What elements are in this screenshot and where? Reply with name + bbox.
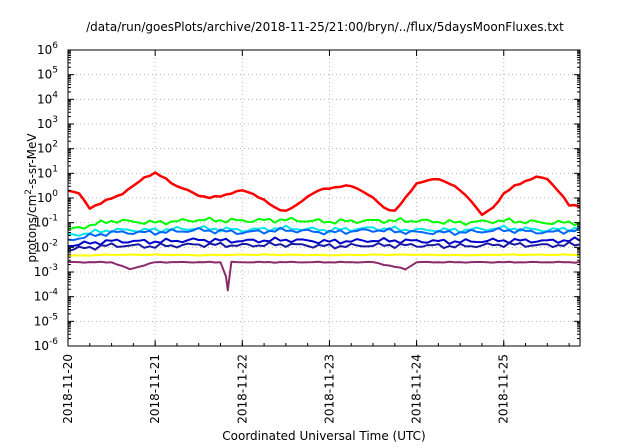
series-line-3	[67, 226, 581, 242]
x-tick-label: 2018-11-22	[235, 354, 249, 424]
x-axis: 2018-11-20 2018-11-21 2018-11-22 2018-11-23…	[61, 50, 570, 424]
x-tick-label: 2018-11-21	[148, 354, 162, 424]
series-line-5	[67, 241, 581, 253]
series-line-6	[67, 253, 581, 257]
y-axis-label: protons/cm2-s-sr-MeV	[24, 133, 39, 263]
y-tick-label: 100	[37, 189, 58, 205]
x-tick-label: 2018-11-24	[410, 354, 424, 424]
series-line-0	[67, 171, 581, 217]
y-axis-label-sup: 2	[24, 189, 34, 195]
x-axis-label: Coordinated Universal Time (UTC)	[222, 429, 425, 443]
y-tick-label: 10-6	[34, 337, 59, 353]
y-tick-label: 10-2	[34, 238, 58, 254]
y-tick-label: 101	[37, 164, 58, 180]
y-axis-label-part1: protons/cm	[25, 195, 39, 263]
x-tick-label: 2018-11-20	[61, 354, 75, 424]
y-tick-label: 10-1	[34, 214, 58, 230]
y-tick-label: 10-5	[34, 312, 58, 328]
series-line-1	[67, 216, 581, 231]
y-tick-label: 106	[37, 41, 58, 57]
y-axis: 10-6 10-5 10-4 10-3 10-2 10-1 100 101 102 103 104 1…	[34, 41, 580, 353]
series-group	[67, 171, 581, 292]
y-tick-label: 104	[37, 90, 58, 106]
y-tick-label: 105	[37, 66, 58, 82]
chart-title: /data/run/goesPlots/archive/2018-11-25/2…	[86, 20, 564, 34]
x-tick-label: 2018-11-25	[497, 354, 511, 424]
y-axis-label-part2: -s-sr-MeV	[25, 133, 39, 189]
grid	[68, 50, 580, 346]
x-tick-label: 2018-11-23	[322, 354, 336, 424]
y-tick-label: 102	[37, 140, 58, 156]
y-tick-label: 103	[37, 115, 58, 131]
series-line-7	[68, 260, 581, 292]
y-tick-label: 10-4	[34, 288, 59, 304]
series-line-4	[67, 236, 581, 248]
series-line-2	[67, 224, 581, 237]
y-tick-label: 10-3	[34, 263, 58, 279]
